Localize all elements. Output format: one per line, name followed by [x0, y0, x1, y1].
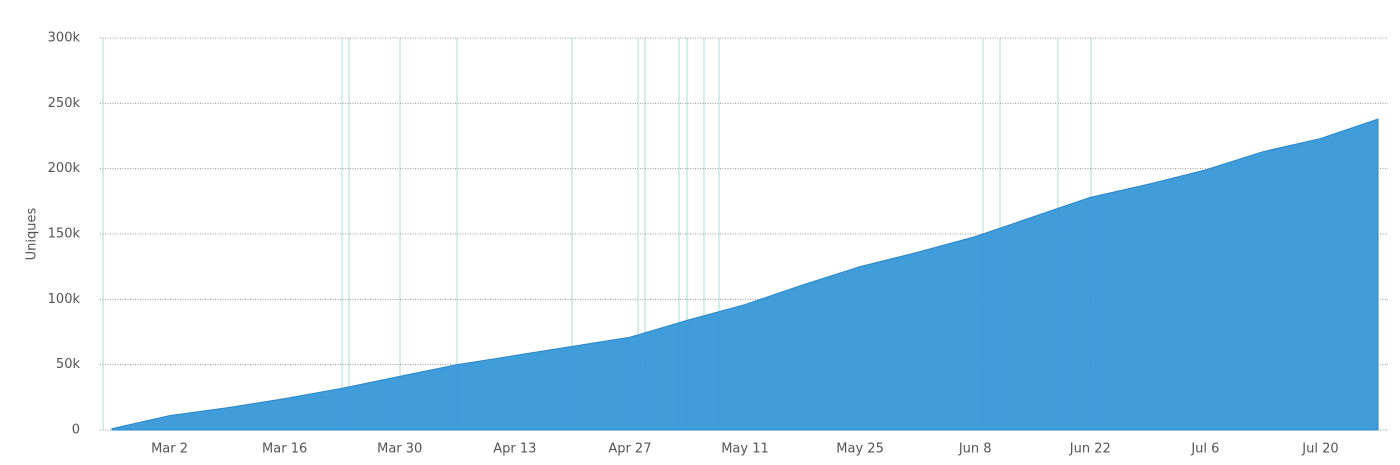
y-tick-label: 150k	[48, 227, 81, 242]
x-tick-label: Jul 6	[1190, 442, 1219, 457]
x-tick-label: Mar 30	[377, 442, 422, 457]
y-tick-label: 250k	[48, 96, 81, 111]
y-tick-label: 0	[72, 423, 80, 438]
x-tick-label: Mar 16	[262, 442, 307, 457]
y-tick-label: 200k	[48, 161, 81, 176]
x-tick-label: Jun 8	[958, 442, 992, 457]
x-tick-label: May 11	[721, 442, 769, 457]
x-tick-label: Apr 13	[493, 442, 536, 457]
y-tick-label: 50k	[56, 357, 81, 372]
x-tick-label: Mar 2	[151, 442, 188, 457]
y-tick-label: 100k	[48, 292, 81, 307]
x-tick-label: May 25	[836, 442, 884, 457]
x-tick-label: Jun 22	[1069, 442, 1111, 457]
y-tick-label: 300k	[48, 31, 81, 46]
x-tick-label: Jul 20	[1301, 442, 1338, 457]
x-tick-label: Apr 27	[608, 442, 651, 457]
y-axis-label: Uniques	[25, 207, 40, 260]
area	[111, 118, 1379, 431]
